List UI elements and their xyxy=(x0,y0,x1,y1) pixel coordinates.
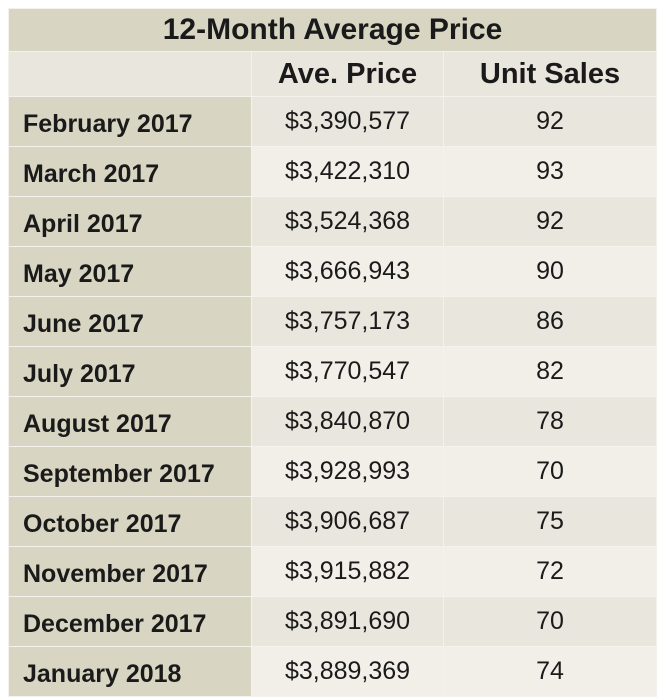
price-table: 12-Month Average Price Ave. Price Unit S… xyxy=(7,8,657,697)
table-row: December 2017 $3,891,690 70 xyxy=(8,596,657,647)
month-cell: February 2017 xyxy=(8,96,252,147)
ave-price-cell: $3,770,547 xyxy=(251,346,444,397)
unit-sales-cell: 86 xyxy=(442,296,657,347)
ave-price-cell: $3,524,368 xyxy=(251,196,444,247)
table-row: July 2017 $3,770,547 82 xyxy=(8,346,657,397)
table-row: February 2017 $3,390,577 92 xyxy=(8,96,657,147)
month-cell: June 2017 xyxy=(8,296,252,347)
ave-price-cell: $3,666,943 xyxy=(251,246,444,297)
unit-sales-cell: 70 xyxy=(442,446,657,497)
month-cell: March 2017 xyxy=(8,146,252,197)
month-cell: April 2017 xyxy=(8,196,252,247)
table-body: 12-Month Average Price Ave. Price Unit S… xyxy=(7,8,657,697)
header-ave-price: Ave. Price xyxy=(251,51,444,97)
month-cell: October 2017 xyxy=(8,496,252,547)
ave-price-cell: $3,906,687 xyxy=(251,496,444,547)
unit-sales-cell: 75 xyxy=(442,496,657,547)
unit-sales-cell: 93 xyxy=(442,146,657,197)
unit-sales-cell: 74 xyxy=(442,646,657,697)
month-cell: January 2018 xyxy=(8,646,252,697)
table-row: June 2017 $3,757,173 86 xyxy=(8,296,657,347)
table-row: April 2017 $3,524,368 92 xyxy=(8,196,657,247)
unit-sales-cell: 82 xyxy=(442,346,657,397)
ave-price-cell: $3,889,369 xyxy=(251,646,444,697)
month-cell: July 2017 xyxy=(8,346,252,397)
unit-sales-cell: 92 xyxy=(442,196,657,247)
header-row: Ave. Price Unit Sales xyxy=(8,51,657,97)
month-cell: November 2017 xyxy=(8,546,252,597)
ave-price-cell: $3,915,882 xyxy=(251,546,444,597)
table-row: October 2017 $3,906,687 75 xyxy=(8,496,657,547)
ave-price-cell: $3,422,310 xyxy=(251,146,444,197)
ave-price-cell: $3,390,577 xyxy=(251,96,444,147)
unit-sales-cell: 78 xyxy=(442,396,657,447)
table-row: May 2017 $3,666,943 90 xyxy=(8,246,657,297)
table-row: August 2017 $3,840,870 78 xyxy=(8,396,657,447)
title-row: 12-Month Average Price xyxy=(7,8,657,52)
ave-price-cell: $3,757,173 xyxy=(251,296,444,347)
table-row: November 2017 $3,915,882 72 xyxy=(8,546,657,597)
table-row: January 2018 $3,889,369 74 xyxy=(8,646,657,697)
header-unit-sales: Unit Sales xyxy=(442,51,657,97)
table-title: 12-Month Average Price xyxy=(7,8,657,52)
month-cell: August 2017 xyxy=(8,396,252,447)
unit-sales-cell: 70 xyxy=(442,596,657,647)
price-table-container: 12-Month Average Price Ave. Price Unit S… xyxy=(7,8,657,697)
ave-price-cell: $3,891,690 xyxy=(251,596,444,647)
month-cell: May 2017 xyxy=(8,246,252,297)
table-row: September 2017 $3,928,993 70 xyxy=(8,446,657,497)
table-row: March 2017 $3,422,310 93 xyxy=(8,146,657,197)
month-cell: September 2017 xyxy=(8,446,252,497)
unit-sales-cell: 90 xyxy=(442,246,657,297)
month-cell: December 2017 xyxy=(8,596,252,647)
header-blank-cell xyxy=(8,51,252,97)
unit-sales-cell: 72 xyxy=(442,546,657,597)
unit-sales-cell: 92 xyxy=(442,96,657,147)
ave-price-cell: $3,928,993 xyxy=(251,446,444,497)
ave-price-cell: $3,840,870 xyxy=(251,396,444,447)
